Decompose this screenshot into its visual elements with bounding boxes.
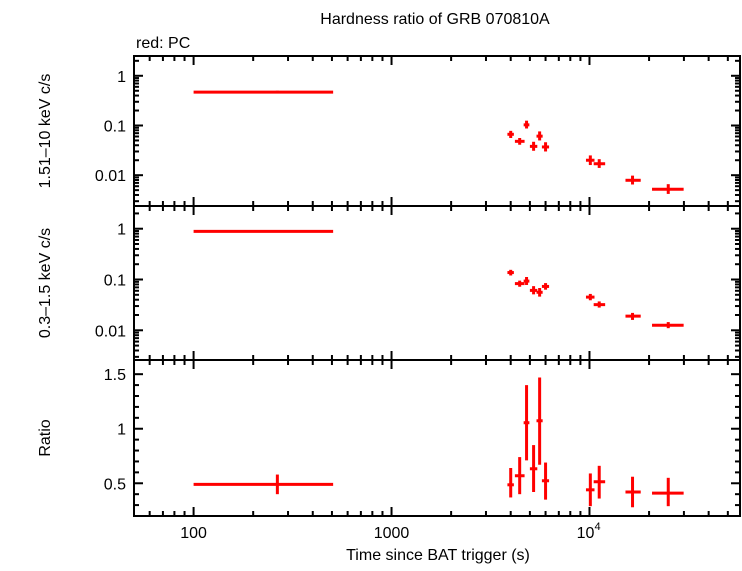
- panel-frame-0: [133, 55, 741, 207]
- y-axis-label-soft: 0.3–1.5 keV c/s: [37, 228, 54, 338]
- y-tick-label: 0.01: [95, 168, 126, 185]
- y-axis-label-hard: 1.51–10 keV c/s: [37, 74, 54, 189]
- x-tick-label: 10: [577, 525, 595, 542]
- y-tick-label: 0.01: [95, 323, 126, 340]
- y-tick-label: 1.5: [104, 367, 126, 384]
- x-tick-label: 100: [180, 525, 207, 542]
- y-axis-label-ratio: Ratio: [37, 419, 54, 456]
- y-tick-label: 0.1: [104, 272, 126, 289]
- y-tick-label: 1: [117, 422, 126, 439]
- panel-frame-2: [133, 359, 741, 517]
- y-tick-label: 0.5: [104, 476, 126, 493]
- y-tick-label: 1: [117, 69, 126, 86]
- x-tick-label: 1000: [374, 525, 410, 542]
- chart-subtitle: red: PC: [136, 35, 190, 52]
- panel-frame-1: [133, 205, 741, 361]
- y-tick-label: 0.1: [104, 118, 126, 135]
- x-axis-label: Time since BAT trigger (s): [346, 547, 530, 564]
- x-tick-label-exponent: 4: [594, 521, 600, 533]
- y-tick-label: 1: [117, 222, 126, 239]
- chart-title: Hardness ratio of GRB 070810A: [320, 11, 550, 28]
